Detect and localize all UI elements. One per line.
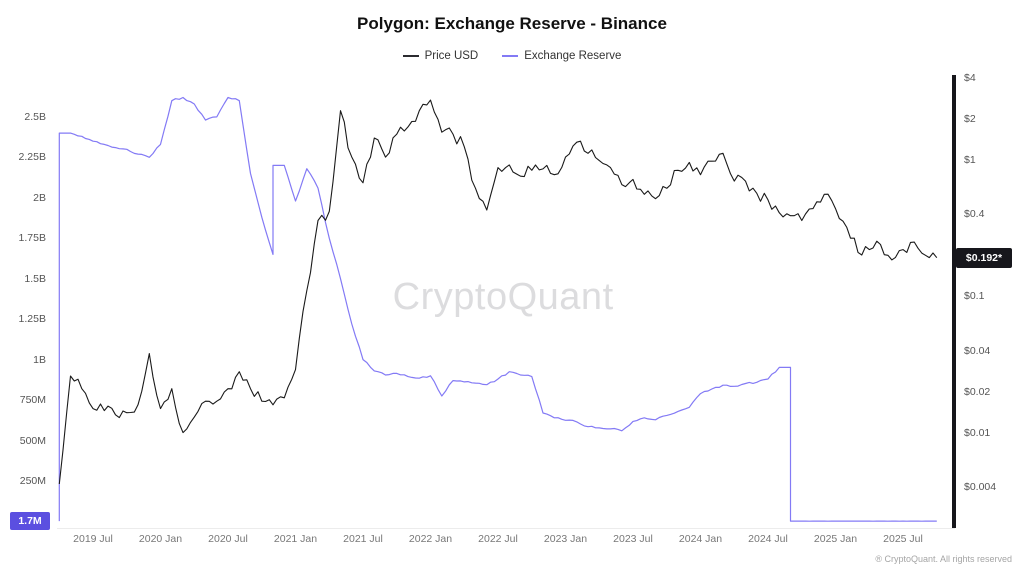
x-axis-tick: 2021 Jul [343, 533, 383, 545]
y-axis-tick-left: 1.5B [24, 272, 46, 285]
x-axis-tick: 2025 Jul [883, 533, 923, 545]
x-axis-tick: 2022 Jul [478, 533, 518, 545]
x-axis-tick: 2021 Jan [273, 533, 318, 545]
legend: Price USD Exchange Reserve [0, 50, 1024, 62]
legend-label-exchange-reserve: Exchange Reserve [524, 50, 622, 62]
y-axis-tick-right: $0.004 [964, 480, 997, 493]
x-axis-line [57, 528, 955, 529]
y-axis-tick-right: $0.02 [964, 385, 991, 398]
x-axis-tick: 2024 Jan [678, 533, 723, 545]
x-axis-tick: 2023 Jul [613, 533, 653, 545]
reserve-line-swatch-icon [502, 55, 519, 57]
watermark: CryptoQuant [392, 276, 614, 318]
y-axis-tick-left: 2.5B [24, 110, 46, 123]
x-axis-tick: 2019 Jul [73, 533, 113, 545]
y-axis-tick-right: $0.01 [964, 426, 991, 439]
y-axis-tick-right: $4 [964, 71, 976, 84]
y-axis-tick-right: $0.4 [964, 208, 985, 221]
legend-label-price-usd: Price USD [424, 50, 479, 62]
price-axis-highlight-bar [952, 75, 956, 528]
x-axis-tick: 2022 Jan [408, 533, 453, 545]
y-axis-tick-right: $2 [964, 112, 976, 125]
price-line-swatch-icon [402, 55, 419, 57]
y-axis-tick-left: 2.25B [18, 151, 46, 164]
legend-item-exchange-reserve[interactable]: Exchange Reserve [502, 50, 621, 62]
x-axis-tick: 2023 Jan [543, 533, 588, 545]
legend-item-price-usd[interactable]: Price USD [402, 50, 479, 62]
x-axis-tick: 2020 Jan [138, 533, 183, 545]
y-axis-tick-left: 2B [33, 191, 46, 204]
price-current-value-badge: $0.192* [956, 248, 1012, 268]
reserve-current-value-badge: 1.7M [10, 512, 50, 530]
y-axis-tick-left: 1B [33, 353, 46, 366]
y-axis-tick-right: $1 [964, 154, 976, 166]
x-axis-tick: 2025 Jan [813, 533, 858, 545]
y-axis-tick-right: $0.1 [964, 290, 985, 303]
x-axis-tick: 2024 Jul [748, 533, 788, 545]
exchange-reserve-line [58, 96, 937, 522]
y-axis-tick-left: 1.25B [18, 313, 46, 326]
y-axis-tick-left: 250M [19, 474, 46, 487]
chart-title: Polygon: Exchange Reserve - Binance [357, 14, 667, 33]
copyright-note: ® CryptoQuant. All rights reserved [875, 554, 1012, 564]
x-axis-tick: 2020 Jul [208, 533, 248, 545]
y-axis-tick-right: $0.04 [964, 344, 991, 357]
y-axis-tick-left: 750M [19, 394, 46, 407]
y-axis-tick-left: 1.75B [18, 232, 46, 245]
price-usd-line [58, 99, 938, 485]
y-axis-tick-left: 500M [19, 434, 46, 447]
